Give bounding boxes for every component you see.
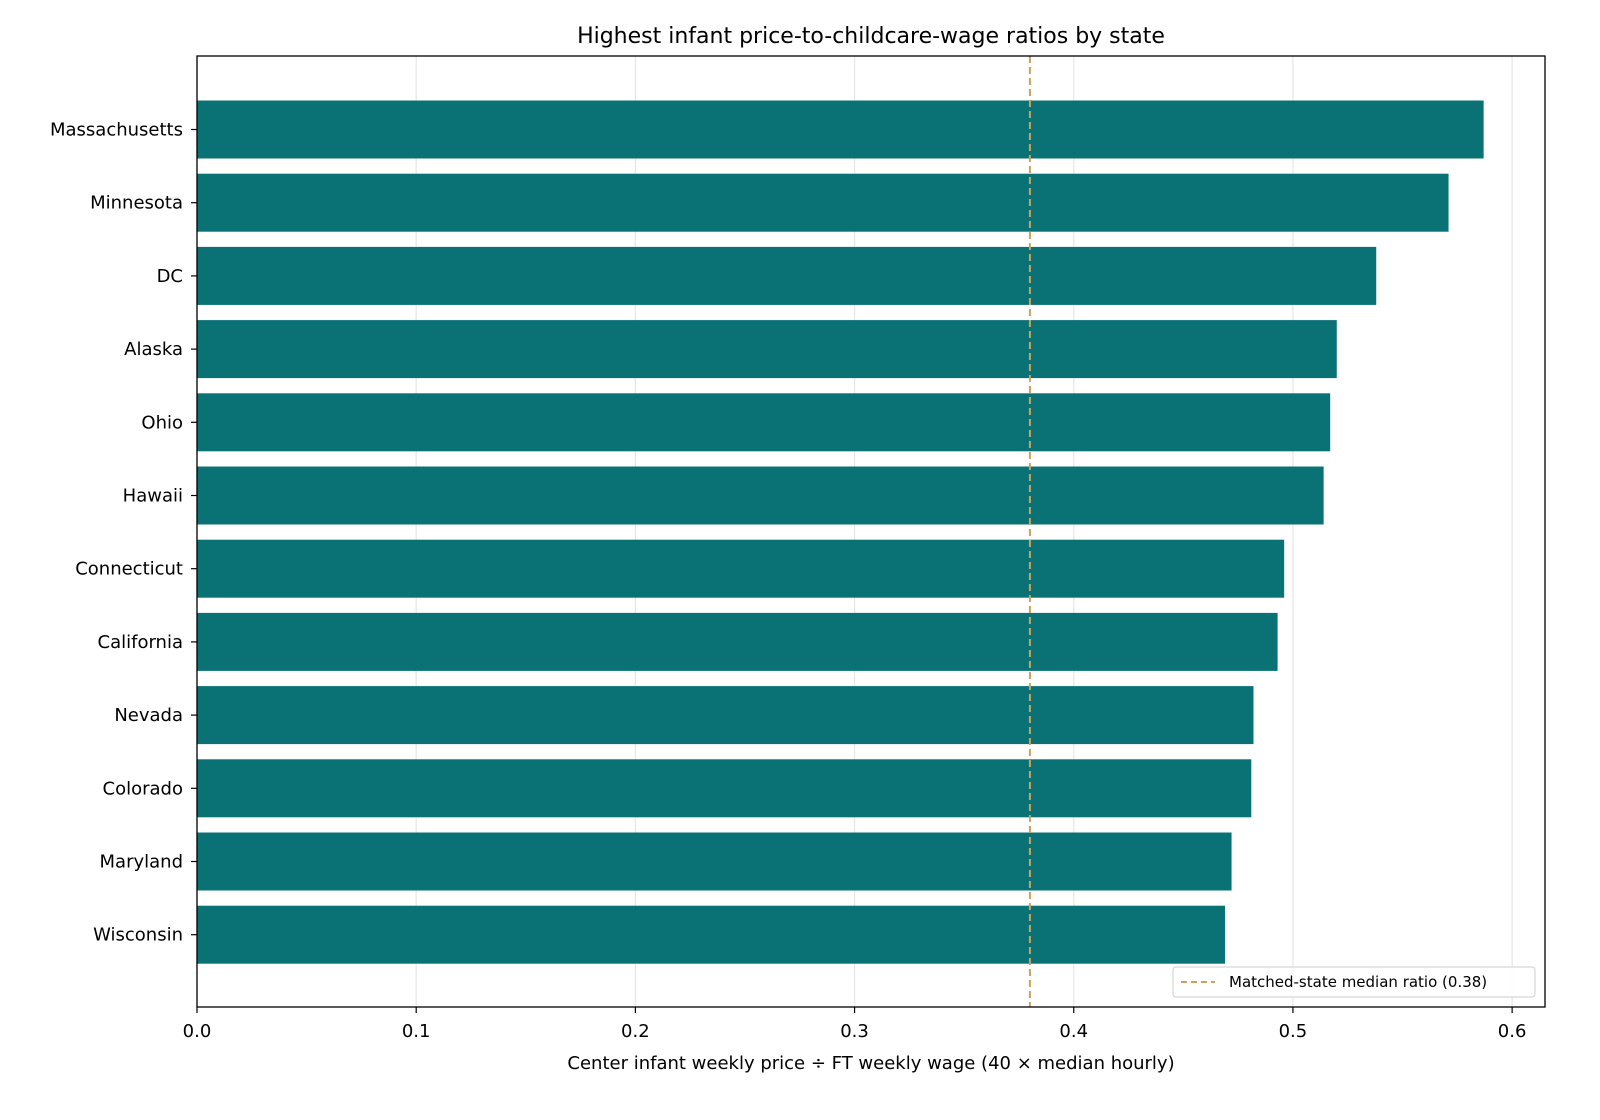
bar [197, 539, 1285, 598]
bar [197, 759, 1252, 818]
y-tick-label: Maryland [100, 852, 183, 873]
legend: Matched-state median ratio (0.38) [1172, 966, 1536, 998]
legend-box [1172, 966, 1536, 998]
bar [197, 686, 1254, 745]
bar [197, 612, 1278, 671]
bar [197, 320, 1337, 379]
y-tick-label: Colorado [103, 778, 183, 799]
plot-frame [196, 55, 1546, 1008]
y-tick-label: California [98, 632, 183, 653]
x-tick-label: 0.2 [621, 1021, 650, 1042]
bars [197, 100, 1484, 964]
y-tick-label: DC [157, 266, 183, 287]
bar [197, 832, 1232, 891]
bar [197, 393, 1331, 452]
x-axis-ticks: 0.0 0.1 0.2 0.3 0.4 0.5 0.6 [183, 1007, 1527, 1042]
y-axis-ticks: Massachusetts Minnesota DC Alaska Ohio Hawaii… [50, 120, 197, 946]
bar [197, 905, 1225, 964]
y-tick-label: Nevada [114, 705, 183, 726]
y-tick-label: Massachusetts [50, 120, 183, 141]
legend-label: Matched-state median ratio (0.38) [1229, 973, 1487, 991]
chart-title: Highest infant price-to-childcare-wage r… [577, 24, 1165, 49]
y-tick-label: Wisconsin [93, 925, 183, 946]
y-tick-label: Minnesota [90, 193, 183, 214]
x-tick-label: 0.1 [402, 1021, 431, 1042]
bar [197, 246, 1377, 305]
bar [197, 173, 1449, 232]
y-tick-label: Alaska [124, 339, 183, 360]
bar [197, 100, 1484, 159]
y-tick-label: Hawaii [123, 486, 183, 507]
y-tick-label: Connecticut [75, 559, 183, 580]
x-axis-label: Center infant weekly price ÷ FT weekly w… [567, 1053, 1174, 1074]
bar [197, 466, 1324, 525]
x-tick-label: 0.4 [1059, 1021, 1088, 1042]
x-tick-label: 0.6 [1498, 1021, 1527, 1042]
x-tick-label: 0.0 [183, 1021, 212, 1042]
x-tick-label: 0.3 [840, 1021, 869, 1042]
x-tick-label: 0.5 [1279, 1021, 1308, 1042]
y-tick-label: Ohio [141, 412, 183, 433]
